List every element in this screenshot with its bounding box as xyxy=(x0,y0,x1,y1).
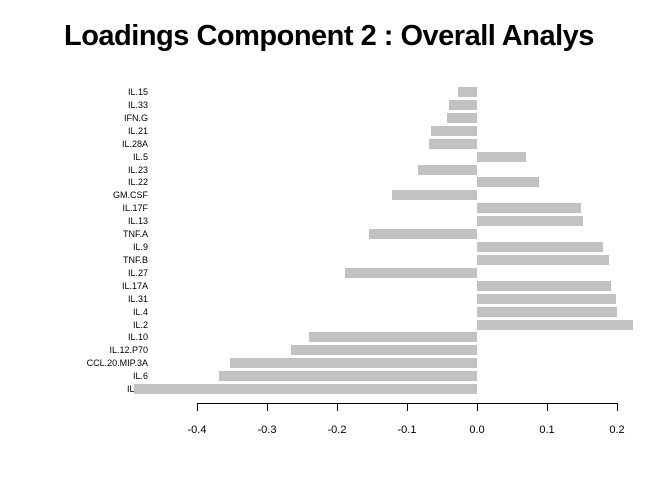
x-axis-tick-label: 0.1 xyxy=(539,424,555,436)
x-axis-tick xyxy=(197,403,198,411)
x-axis-tick xyxy=(267,403,268,411)
x-axis-tick xyxy=(477,403,478,411)
bar xyxy=(446,113,477,123)
bar xyxy=(392,190,477,200)
bar xyxy=(477,177,540,187)
bar xyxy=(430,126,477,136)
category-label: GM.CSF xyxy=(113,190,148,200)
bar xyxy=(134,384,477,394)
category-label: IL.6 xyxy=(132,371,148,381)
bar xyxy=(368,229,477,239)
category-label: IL.27 xyxy=(127,268,148,278)
bar xyxy=(477,216,584,226)
category-label: CCL.20.MIP.3A xyxy=(86,358,148,368)
x-axis-tick-label: 0.2 xyxy=(609,424,625,436)
bar xyxy=(290,345,477,355)
bar xyxy=(218,371,477,381)
bar xyxy=(477,294,616,304)
x-axis-tick-label: 0.0 xyxy=(469,424,485,436)
category-label: IL.31 xyxy=(127,294,148,304)
category-label: IL.9 xyxy=(132,242,148,252)
x-axis-tick-label: -0.2 xyxy=(327,424,347,436)
bar xyxy=(449,100,477,110)
bar xyxy=(309,332,477,342)
bar xyxy=(344,268,477,278)
x-axis-tick xyxy=(337,403,338,411)
category-label: IL.15 xyxy=(127,87,148,97)
bar xyxy=(477,281,611,291)
bar xyxy=(429,139,477,149)
category-label: IL.22 xyxy=(127,177,148,187)
category-label: IL.5 xyxy=(132,152,148,162)
category-label: IL.21 xyxy=(127,126,148,136)
x-axis-tick-label: -0.1 xyxy=(397,424,417,436)
bar xyxy=(477,255,610,265)
category-label: IFN.G xyxy=(124,113,148,123)
x-axis-tick xyxy=(407,403,408,411)
x-axis-tick-label: -0.3 xyxy=(257,424,277,436)
category-label: IL.12.P70 xyxy=(109,345,148,355)
category-label: TNF.A xyxy=(122,229,148,239)
x-axis-tick xyxy=(547,403,548,411)
bar xyxy=(418,165,477,175)
category-label: IL.23 xyxy=(127,165,148,175)
category-label: IL.17F xyxy=(122,203,148,213)
chart-title: Loadings Component 2 : Overall Analys xyxy=(64,20,594,52)
category-label: TNF.B xyxy=(122,255,148,265)
bar xyxy=(458,87,477,97)
bar xyxy=(477,320,634,330)
bar xyxy=(477,203,582,213)
category-label: IL.17A xyxy=(121,281,148,291)
category-label: IL.28A xyxy=(121,139,148,149)
category-label: IL.13 xyxy=(127,216,148,226)
bar xyxy=(229,358,477,368)
bar xyxy=(477,152,526,162)
category-label: IL.10 xyxy=(127,332,148,342)
category-label: IL.4 xyxy=(132,307,148,317)
category-label: IL.33 xyxy=(127,100,148,110)
bar xyxy=(477,307,617,317)
x-axis-tick xyxy=(617,403,618,411)
bar xyxy=(477,242,603,252)
x-axis-tick-label: -0.4 xyxy=(187,424,207,436)
category-label: IL.2 xyxy=(132,320,148,330)
